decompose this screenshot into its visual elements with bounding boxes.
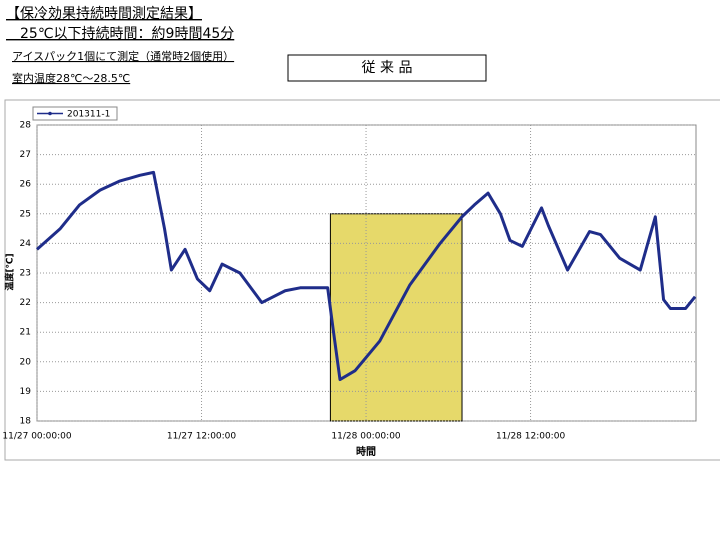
x-tick-label: 11/28 00:00:00 [331,432,400,442]
y-tick-label: 25 [20,209,31,219]
note: アイスパック1個にて測定（通常時2個使用） [12,49,234,63]
x-tick-label: 11/27 00:00:00 [2,432,71,442]
x-tick-label: 11/27 12:00:00 [167,432,236,442]
y-tick-label: 22 [20,298,31,308]
y-tick-label: 28 [20,121,32,131]
subtitle: 25℃以下持続時間：約9時間45分 [6,25,234,42]
note: 室内温度28℃～28.5℃ [12,71,130,85]
highlight-region [329,213,463,422]
y-tick-label: 24 [20,239,32,249]
x-axis-label: 時間 [356,445,376,458]
y-axis-label: 温度[℃] [4,253,16,290]
x-tick-label: 11/28 12:00:00 [496,432,565,442]
y-tick-label: 26 [20,180,32,190]
legend-swatch-dot [48,111,52,116]
title: 【保冷効果持続時間測定結果】 [6,5,202,22]
legend-box [32,106,118,121]
y-tick-label: 21 [20,328,31,338]
product-box [287,54,487,82]
y-tick-label: 23 [20,269,31,279]
y-tick-label: 19 [20,387,32,397]
y-tick-label: 27 [20,150,31,160]
data-line [36,170,697,382]
y-tick-label: 18 [20,417,32,427]
y-tick-label: 20 [20,357,32,367]
legend-label: 201311-1 [67,110,110,120]
product-label: 従 来 品 [362,60,413,76]
